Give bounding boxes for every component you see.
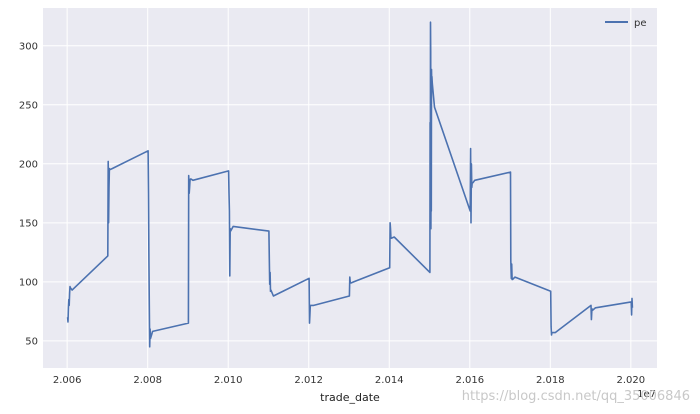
watermark-text: https://blog.csdn.net/qq_35006846 <box>462 389 690 404</box>
x-tick-label: 2.014 <box>375 375 404 386</box>
x-axis-label: trade_date <box>320 391 380 404</box>
x-axis-offset-label: 1e7 <box>637 389 656 400</box>
legend: pe <box>605 18 647 29</box>
series-line-pe <box>66 21 634 348</box>
x-tick-label: 2.012 <box>294 375 323 386</box>
x-tick-label: 2.020 <box>617 375 646 386</box>
series-layer <box>66 21 634 348</box>
x-tick-label: 2.010 <box>214 375 243 386</box>
y-tick-label: 150 <box>19 218 38 229</box>
y-tick-label: 250 <box>19 100 38 111</box>
x-tick-label: 2.016 <box>455 375 484 386</box>
x-axis-ticks: 2.006 2.008 2.010 2.012 2.014 2.016 2.018 2.020 <box>53 375 645 386</box>
plot-background <box>43 8 657 368</box>
legend-label-pe: pe <box>634 18 647 29</box>
y-tick-label: 50 <box>25 336 38 347</box>
y-tick-label: 300 <box>19 41 38 52</box>
y-tick-label: 100 <box>19 277 38 288</box>
x-tick-label: 2.018 <box>536 375 565 386</box>
x-tick-label: 2.006 <box>53 375 82 386</box>
y-axis-ticks: 50 100 150 200 250 300 <box>19 41 38 347</box>
y-tick-label: 200 <box>19 159 38 170</box>
x-tick-label: 2.008 <box>133 375 162 386</box>
